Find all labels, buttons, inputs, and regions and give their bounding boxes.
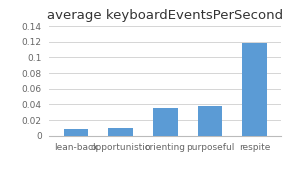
- Bar: [198, 106, 222, 136]
- Title: average keyboardEventsPerSecond: average keyboardEventsPerSecond: [47, 9, 283, 22]
- Bar: [242, 43, 267, 136]
- Bar: [64, 129, 88, 136]
- Bar: [153, 108, 177, 136]
- Bar: [108, 128, 133, 136]
